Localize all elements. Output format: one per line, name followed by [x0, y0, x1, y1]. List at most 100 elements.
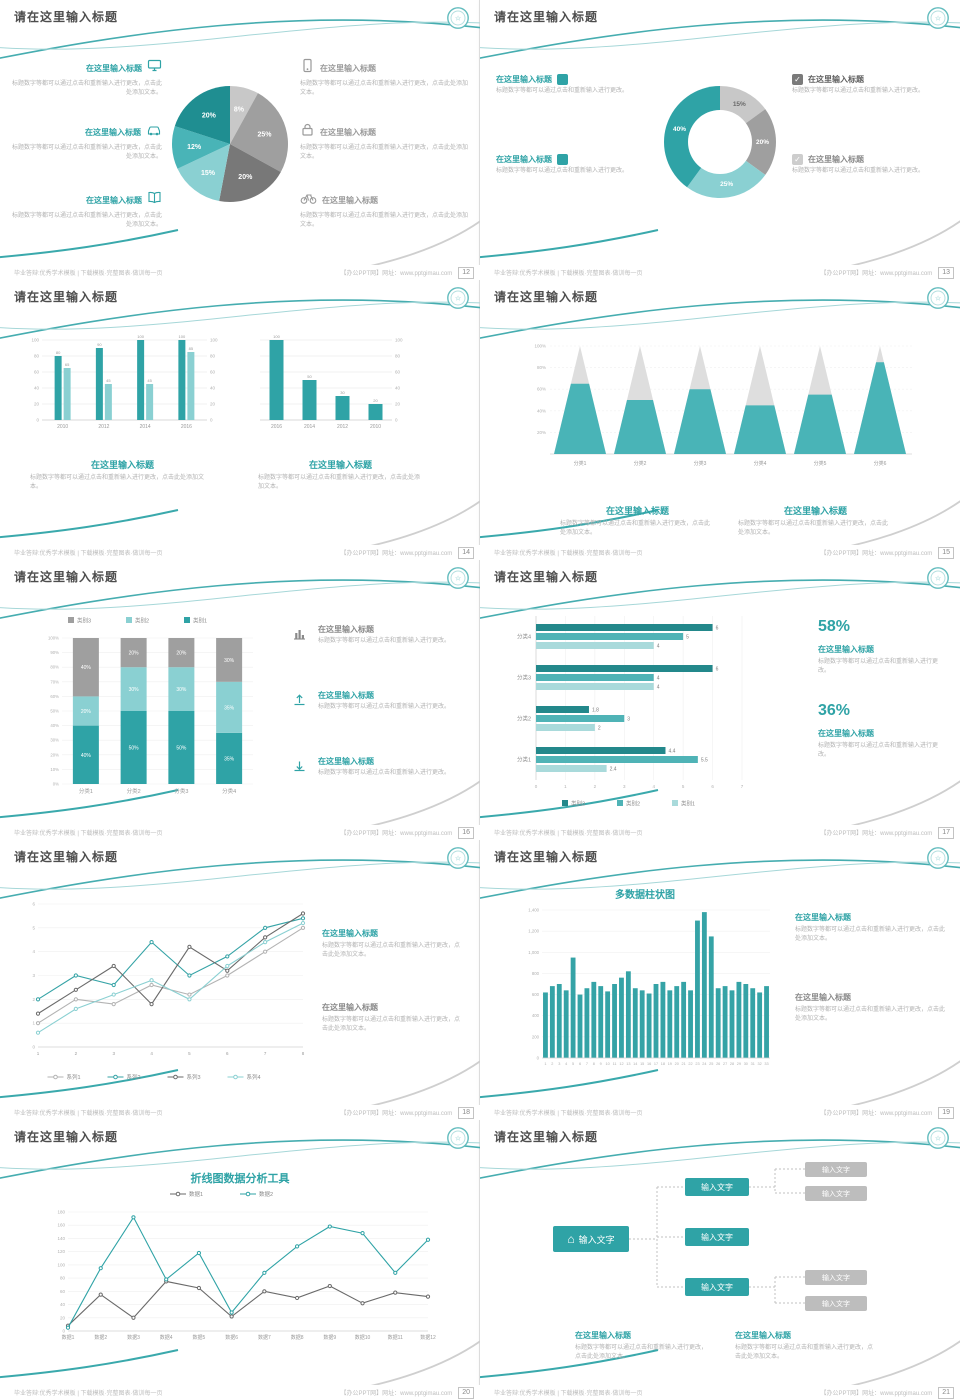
caption-body: 标题数字等都可以通过点击和重新输入进行更改，点击此处添加文本。: [560, 521, 711, 537]
caption-block: 在这里输入标题 标题数字等都可以通过点击和重新输入进行更改，点击此处添加文本。: [322, 928, 462, 961]
svg-text:80: 80: [395, 354, 401, 359]
svg-text:100: 100: [137, 334, 144, 339]
slide-footer: 毕业答辩:优秀学术模板 | 下载模板·完整图表·做训每一页 【办公PPT网】网址…: [480, 265, 960, 280]
svg-text:2: 2: [594, 784, 597, 789]
svg-text:系列3: 系列3: [187, 1073, 201, 1081]
svg-text:数据12: 数据12: [420, 1334, 436, 1341]
svg-text:数据1: 数据1: [62, 1334, 75, 1341]
svg-text:15: 15: [640, 1062, 644, 1066]
svg-text:20: 20: [60, 1315, 66, 1320]
svg-text:3: 3: [32, 973, 35, 978]
svg-text:25%: 25%: [258, 131, 273, 138]
svg-text:17: 17: [654, 1062, 658, 1066]
feature-title: 在这里输入标题: [320, 127, 376, 137]
feature-body: 标题数字等都可以通过点击和重新输入进行更改。: [792, 88, 925, 94]
svg-text:180: 180: [57, 1210, 65, 1215]
svg-text:100: 100: [179, 334, 186, 339]
svg-text:☆: ☆: [455, 295, 461, 303]
feature-head: 在这里输入标题: [12, 58, 162, 78]
svg-text:☆: ☆: [455, 1135, 461, 1143]
caption-body: 标题数字等都可以通过点击和重新输入进行更改。: [818, 659, 939, 675]
caption-body: 标题数字等都可以通过点击和重新输入进行更改，点击此处添加文本。: [30, 475, 205, 491]
svg-text:30%: 30%: [224, 658, 235, 664]
svg-text:2012: 2012: [98, 424, 109, 430]
svg-text:5: 5: [32, 925, 35, 930]
svg-text:20%: 20%: [176, 651, 187, 657]
svg-text:18: 18: [661, 1062, 665, 1066]
slide-title: 请在这里输入标题: [14, 10, 119, 24]
feature-head: 在这里输入标题: [300, 58, 468, 78]
org-node: 输入文字: [685, 1278, 749, 1296]
org-chart: ⌂ 输入文字 输入文字 输入文字 输入文字 输入文字 输入文字 输入文字 输入文字: [535, 1162, 935, 1320]
footer-site: 【办公PPT网】网址：www.pptgimau.com: [340, 1391, 453, 1397]
svg-text:600: 600: [532, 992, 540, 997]
svg-text:6: 6: [716, 667, 719, 673]
feature-body: 标题数字等都可以通过点击和重新输入进行更改。: [792, 168, 925, 174]
svg-text:4: 4: [150, 1051, 153, 1056]
pie-chart: 8% 25% 20% 15% 12% 20%: [168, 82, 292, 206]
svg-text:4: 4: [652, 784, 655, 789]
svg-text:5: 5: [572, 1062, 574, 1066]
slide-title: 请在这里输入标题: [14, 1130, 119, 1144]
svg-text:20: 20: [395, 402, 401, 407]
node-label: 输入文字: [822, 1274, 850, 1282]
pyramid-chart: 20% 40% 60% 80% 100% 分类1 分类2 分类3 分类4 分类5 分类6: [520, 332, 920, 502]
svg-text:200: 200: [532, 1034, 540, 1039]
book-icon: [147, 190, 162, 210]
footer-site: 【办公PPT网】网址：www.pptgimau.com: [340, 551, 453, 557]
svg-text:0%: 0%: [53, 782, 59, 787]
footer-credit: 毕业答辩:优秀学术模板 | 下载模板·完整图表·做训每一页: [494, 1391, 643, 1397]
svg-text:分类4: 分类4: [517, 633, 531, 641]
svg-text:分类6: 分类6: [874, 460, 887, 467]
svg-text:100: 100: [273, 334, 280, 339]
caption-body: 标题数字等都可以通过点击和重新输入进行更改。: [818, 743, 939, 759]
svg-text:5: 5: [682, 784, 685, 789]
feature-body: 标题数字等都可以通过点击和重新输入进行更改。: [496, 168, 629, 174]
svg-text:1: 1: [544, 1062, 546, 1066]
feature-title: 在这里输入标题: [86, 63, 142, 73]
bar-chart: 0 20 40 60 80 100 100 2016 50 2014 30 2012 20 2010: [252, 330, 417, 455]
footer-credit: 毕业答辩:优秀学术模板 | 下载模板·完整图表·做训每一页: [494, 551, 643, 557]
footer-credit: 毕业答辩:优秀学术模板 | 下载模板·完整图表·做训每一页: [494, 831, 643, 837]
svg-text:60: 60: [60, 1289, 66, 1294]
svg-text:2014: 2014: [140, 424, 151, 430]
svg-text:系列4: 系列4: [247, 1073, 261, 1081]
feature-title: 在这里输入标题: [322, 195, 378, 205]
feature-item: 在这里输入标题 ✓ 标题数字等都可以通过点击和重新输入进行更改。: [496, 154, 646, 176]
svg-text:50: 50: [307, 374, 312, 379]
svg-text:0: 0: [395, 418, 398, 423]
svg-text:50%: 50%: [50, 709, 59, 714]
car-icon: [146, 122, 162, 142]
slide-footer: 毕业答辩:优秀学术模板 | 下载模板·完整图表·做训每一页 【办公PPT网】网址…: [480, 545, 960, 560]
svg-text:60: 60: [210, 370, 216, 375]
caption-body: 标题数字等都可以通过点击和重新输入进行更改，点击此处添加文本。: [738, 521, 889, 537]
school-logo-icon: ☆: [926, 566, 950, 590]
page-number: 14: [458, 546, 474, 559]
svg-text:40%: 40%: [673, 126, 686, 133]
slide-title: 请在这里输入标题: [14, 850, 119, 864]
page-number: 16: [458, 826, 474, 839]
footer-site: 【办公PPT网】网址：www.pptgimau.com: [340, 831, 453, 837]
svg-text:20: 20: [210, 402, 216, 407]
slide-title: 请在这里输入标题: [494, 570, 599, 584]
footer-site: 【办公PPT网】网址：www.pptgimau.com: [340, 1111, 453, 1117]
caption-block: 在这里输入标题 标题数字等都可以通过点击和重新输入进行更改。: [818, 644, 946, 677]
svg-text:系列2: 系列2: [127, 1073, 141, 1081]
svg-text:4: 4: [657, 685, 660, 691]
slide-footer: 毕业答辩:优秀学术模板 | 下载模板·完整图表·做训每一页 【办公PPT网】网址…: [0, 1385, 480, 1400]
svg-text:数据7: 数据7: [258, 1334, 271, 1341]
svg-text:30%: 30%: [176, 687, 187, 693]
svg-text:1: 1: [37, 1051, 40, 1056]
caption-title: 在这里输入标题: [308, 460, 372, 470]
caption-title: 在这里输入标题: [818, 645, 874, 654]
svg-text:分类4: 分类4: [222, 787, 236, 795]
checkbox-icon: ✓: [792, 74, 803, 85]
footer-credit: 毕业答辩:优秀学术模板 | 下载模板·完整图表·做训每一页: [14, 831, 163, 837]
svg-text:类别3: 类别3: [77, 617, 91, 625]
svg-text:19: 19: [668, 1062, 672, 1066]
footer-site: 【办公PPT网】网址：www.pptgimau.com: [820, 1111, 933, 1117]
feature-body: 标题数字等都可以通过点击和重新输入进行更改。: [318, 770, 451, 776]
feature-title: 在这里输入标题: [496, 155, 552, 164]
svg-text:40%: 40%: [81, 665, 92, 671]
org-root-node: ⌂ 输入文字: [553, 1226, 629, 1252]
